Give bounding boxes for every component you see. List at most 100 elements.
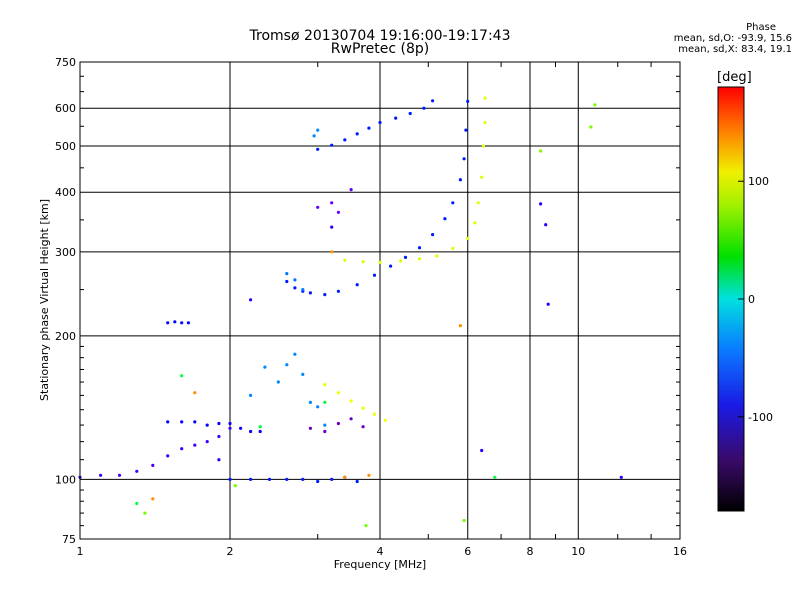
data-point xyxy=(378,260,382,264)
data-point xyxy=(355,283,359,287)
data-point xyxy=(361,425,365,429)
data-point xyxy=(233,484,237,488)
data-point xyxy=(493,475,497,479)
data-point xyxy=(285,272,289,276)
data-point xyxy=(330,225,334,229)
data-point xyxy=(473,221,477,225)
plot-frame xyxy=(79,61,681,540)
data-point xyxy=(435,254,439,258)
data-point xyxy=(336,421,340,426)
data-point xyxy=(308,426,312,430)
phase-x-stats: mean, sd,X: 83.4, 19.1 xyxy=(678,44,792,55)
data-point xyxy=(389,264,393,268)
phase-stats-title: Phase xyxy=(746,22,776,33)
phase-o-stats: mean, sd,O: -93.9, 15.6 xyxy=(673,33,792,44)
x-axis-label: Frequency [MHz] xyxy=(334,558,426,571)
y-tick-label: 600 xyxy=(55,102,76,115)
data-point xyxy=(217,421,221,426)
colorbar-ticks: 100 0 -100 xyxy=(738,175,773,424)
data-point xyxy=(173,320,177,324)
data-point xyxy=(343,258,347,262)
data-point xyxy=(349,399,353,403)
data-point xyxy=(431,99,435,103)
data-point xyxy=(285,363,289,367)
data-point xyxy=(316,405,320,409)
data-point xyxy=(285,477,289,481)
data-point xyxy=(249,393,253,397)
data-point xyxy=(336,289,340,293)
data-point xyxy=(258,429,262,434)
data-point xyxy=(481,144,485,148)
data-point xyxy=(249,298,253,302)
data-point xyxy=(443,217,447,221)
x-tick-label: 4 xyxy=(377,545,384,558)
data-point xyxy=(180,321,184,325)
y-tick-label: 100 xyxy=(55,473,76,486)
chart-subtitle: RwPretec (8p) xyxy=(330,41,430,57)
data-point xyxy=(466,236,470,240)
data-point xyxy=(462,157,466,161)
data-point xyxy=(180,447,184,451)
data-point xyxy=(466,99,470,103)
data-point xyxy=(458,324,462,328)
data-point xyxy=(330,201,334,205)
data-point xyxy=(476,201,480,205)
data-point xyxy=(323,423,327,427)
y-tick-label: 200 xyxy=(55,330,76,343)
data-point xyxy=(217,458,221,462)
data-point xyxy=(117,473,122,477)
data-point xyxy=(546,302,550,306)
data-point xyxy=(308,400,312,404)
data-point xyxy=(355,479,359,484)
data-point xyxy=(323,293,327,297)
data-point xyxy=(343,475,347,479)
data-point xyxy=(539,202,543,206)
data-point xyxy=(166,321,170,325)
data-point xyxy=(249,429,253,434)
data-point xyxy=(301,372,305,376)
data-point xyxy=(99,473,103,477)
data-point xyxy=(186,321,190,325)
data-point xyxy=(180,420,184,424)
data-point xyxy=(285,279,289,284)
data-point xyxy=(343,138,347,142)
data-point xyxy=(293,286,297,290)
data-point xyxy=(151,497,155,501)
data-point xyxy=(135,469,139,473)
data-point xyxy=(135,501,139,506)
data-point xyxy=(330,250,334,254)
data-point xyxy=(293,278,297,282)
data-point xyxy=(267,477,272,481)
data-point xyxy=(323,383,327,387)
data-point xyxy=(417,257,422,261)
data-point xyxy=(217,434,221,439)
data-point xyxy=(417,246,422,250)
data-point xyxy=(372,412,377,416)
data-point xyxy=(312,134,316,138)
data-point xyxy=(316,128,320,132)
x-tick-label: 10 xyxy=(571,545,585,558)
data-point xyxy=(403,255,408,259)
data-point xyxy=(464,128,468,132)
data-point xyxy=(228,426,232,430)
data-point xyxy=(367,126,371,130)
data-point xyxy=(483,96,487,100)
y-tick-label: 300 xyxy=(55,246,76,259)
data-point xyxy=(355,132,359,136)
data-point xyxy=(301,288,305,292)
data-point xyxy=(205,440,209,444)
data-point xyxy=(349,188,353,192)
colorbar-tick-label: 0 xyxy=(748,293,755,306)
data-point xyxy=(349,417,353,421)
data-point xyxy=(480,448,484,453)
data-point xyxy=(301,477,305,481)
data-point xyxy=(316,205,320,209)
data-point xyxy=(151,463,155,467)
data-point xyxy=(458,178,462,182)
data-point xyxy=(193,420,197,424)
y-axis-label: Stationary phase Virtual Height [km] xyxy=(38,199,51,401)
data-point xyxy=(205,423,209,427)
y-tick-label: 400 xyxy=(55,186,76,199)
data-point xyxy=(316,147,320,151)
